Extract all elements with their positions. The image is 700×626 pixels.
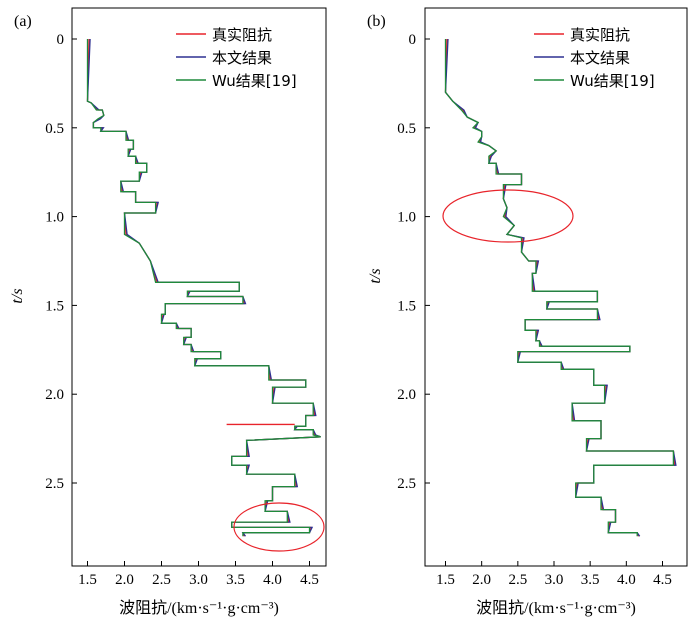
- series-b: [444, 38, 677, 537]
- series-wu-line: [86, 39, 321, 537]
- legend-b: 真实阻抗 本文结果 Wu结果[19]: [534, 26, 655, 90]
- x-tick-label: 3.5: [226, 572, 245, 588]
- panel-a: (a) t/s 波阻抗/(km·s⁻¹·g·cm⁻³) 1.5 2.0 2.5 3.0…: [9, 7, 327, 617]
- x-tick-label: 2.0: [115, 572, 134, 588]
- x-axis-label-a: 波阻抗/(km·s⁻¹·g·cm⁻³): [119, 599, 279, 617]
- series-true-line: [444, 38, 676, 537]
- ticks-b: 1.5 2.0 2.5 3.0 3.5 4.0 4.5 0 0.5 1.0 1.5 2.0 2.5: [397, 32, 672, 588]
- panel-b: (b) t/s 波阻抗/(km·s⁻¹·g·cm⁻³) 1.5 2.0 2.5 3.0…: [367, 7, 688, 617]
- y-tick-label: 0: [409, 32, 417, 48]
- y-axis-label-b: t/s: [367, 268, 384, 283]
- x-axis-label-b: 波阻抗/(km·s⁻¹·g·cm⁻³): [476, 599, 636, 617]
- x-tick-label: 1.5: [436, 572, 455, 588]
- x-tick-label: 3.0: [545, 572, 564, 588]
- legend-label-wu-b: Wu结果[19]: [570, 72, 655, 90]
- legend-label-ours-b: 本文结果: [570, 49, 630, 67]
- y-tick-label: 0: [57, 32, 65, 48]
- highlight-ellipse-a: [233, 502, 325, 552]
- y-axis-label-a: t/s: [9, 288, 26, 303]
- x-tick-label: 4.0: [263, 572, 282, 588]
- y-tick-label: 1.0: [397, 210, 416, 226]
- y-tick-label: 1.5: [397, 298, 416, 314]
- legend-label-true-a: 真实阻抗: [212, 26, 272, 44]
- highlight-ellipse-b: [442, 189, 574, 243]
- x-tick-label: 3.5: [581, 572, 600, 588]
- series-wu-line: [444, 39, 675, 537]
- legend-a: 真实阻抗 本文结果 Wu结果[19]: [176, 26, 297, 90]
- y-tick-label: 2.0: [45, 387, 64, 403]
- x-tick-label: 4.5: [300, 572, 319, 588]
- legend-label-true-b: 真实阻抗: [570, 26, 630, 44]
- x-tick-label: 2.5: [152, 572, 171, 588]
- y-tick-label: 2.5: [397, 476, 416, 492]
- x-tick-label: 4.5: [653, 572, 672, 588]
- series-a: [86, 38, 321, 537]
- x-tick-label: 2.0: [472, 572, 491, 588]
- panel-label-b: (b): [367, 13, 386, 30]
- x-tick-label: 2.5: [508, 572, 527, 588]
- y-tick-label: 1.5: [45, 298, 64, 314]
- series-ours-line: [86, 38, 321, 537]
- legend-label-wu-a: Wu结果[19]: [212, 72, 297, 90]
- series-ours-line: [444, 38, 677, 537]
- y-tick-label: 2.5: [45, 476, 64, 492]
- ticks-a: 1.5 2.0 2.5 3.0 3.5 4.0 4.5 0 0.5 1.0 1.5 2.0 2.5: [45, 32, 319, 588]
- plot-frame-b: [424, 7, 688, 567]
- y-tick-label: 0.5: [397, 121, 416, 137]
- x-tick-label: 1.5: [78, 572, 97, 588]
- x-tick-label: 3.0: [189, 572, 208, 588]
- y-tick-label: 0.5: [45, 121, 64, 137]
- y-tick-label: 2.0: [397, 387, 416, 403]
- y-tick-label: 1.0: [45, 210, 64, 226]
- plot-frame-a: [71, 7, 327, 567]
- x-tick-label: 4.0: [617, 572, 636, 588]
- legend-label-ours-a: 本文结果: [212, 49, 272, 67]
- panel-label-a: (a): [14, 13, 32, 30]
- series-true-line: [86, 38, 321, 537]
